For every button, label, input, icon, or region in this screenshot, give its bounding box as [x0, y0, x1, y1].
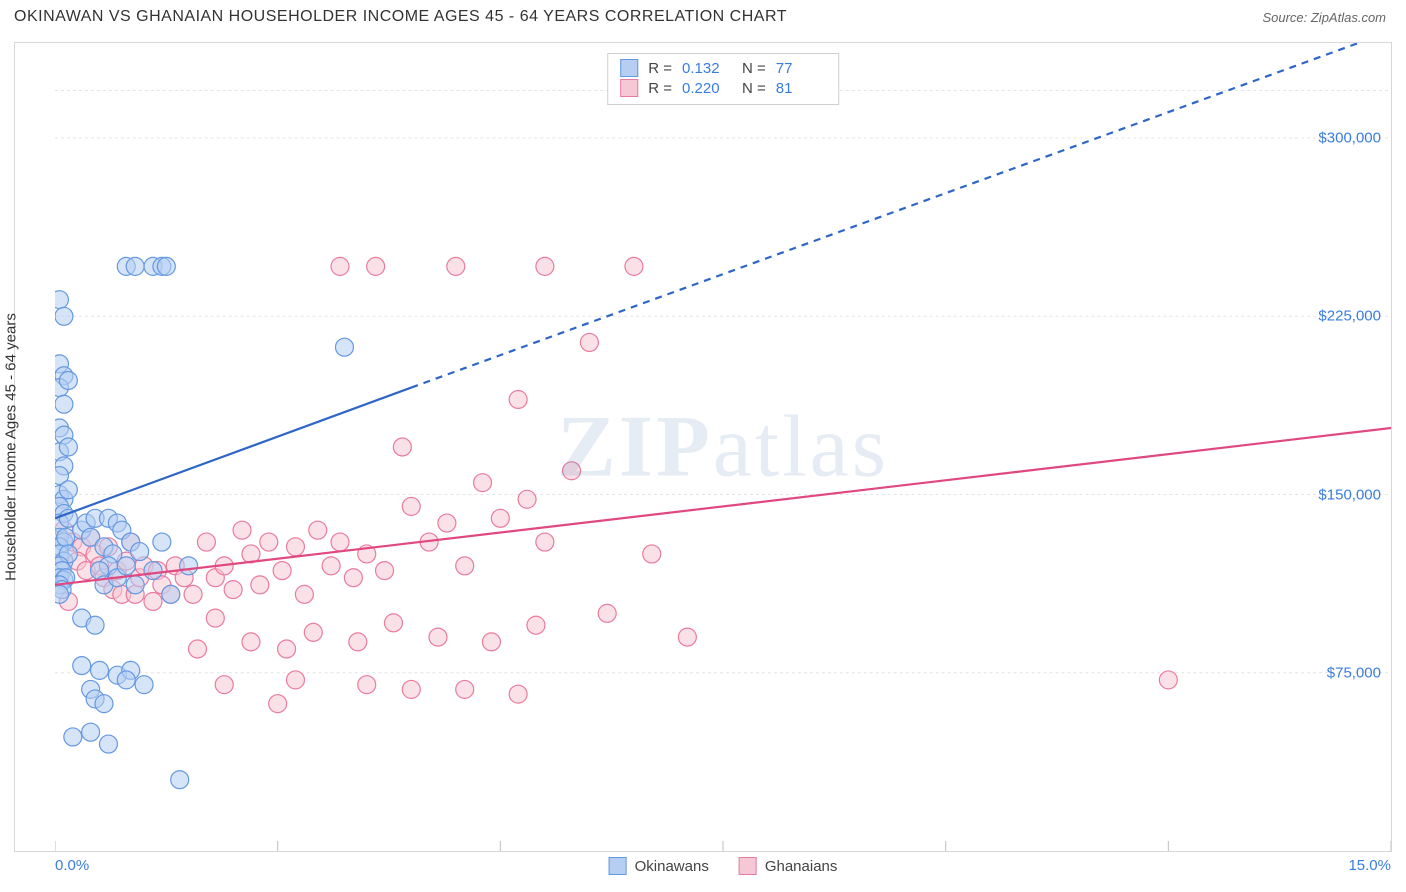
x-axis-max-label: 15.0%	[1348, 857, 1391, 874]
n-value-ghanaians: 81	[776, 80, 826, 97]
y-axis-label: Householder Income Ages 45 - 64 years	[3, 313, 20, 581]
plot-container: Householder Income Ages 45 - 64 years ZI…	[14, 42, 1392, 852]
legend-row-ghanaians: R = 0.220 N = 81	[620, 78, 826, 98]
legend-label-okinawans: Okinawans	[635, 858, 709, 875]
legend-item-ghanaians: Ghanaians	[739, 857, 838, 875]
y-tick-label: $225,000	[1318, 308, 1381, 325]
plot-area: ZIPatlas $75,000$150,000$225,000$300,000…	[55, 43, 1391, 851]
legend-label-ghanaians: Ghanaians	[765, 858, 838, 875]
legend-swatch-ghanaians	[739, 857, 757, 875]
source-label: Source: ZipAtlas.com	[1262, 10, 1386, 25]
legend-row-okinawans: R = 0.132 N = 77	[620, 58, 826, 78]
r-value-okinawans: 0.132	[682, 60, 732, 77]
y-tick-label: $75,000	[1327, 664, 1381, 681]
swatch-ghanaians	[620, 79, 638, 97]
x-axis-min-label: 0.0%	[55, 857, 89, 874]
y-tick-label: $150,000	[1318, 486, 1381, 503]
correlation-legend: R = 0.132 N = 77 R = 0.220 N = 81	[607, 53, 839, 105]
r-value-ghanaians: 0.220	[682, 80, 732, 97]
scatter-chart	[55, 43, 1391, 851]
series-legend: Okinawans Ghanaians	[609, 857, 838, 875]
chart-title: OKINAWAN VS GHANAIAN HOUSEHOLDER INCOME …	[14, 8, 787, 26]
y-tick-label: $300,000	[1318, 130, 1381, 147]
n-value-okinawans: 77	[776, 60, 826, 77]
legend-item-okinawans: Okinawans	[609, 857, 709, 875]
swatch-okinawans	[620, 59, 638, 77]
legend-swatch-okinawans	[609, 857, 627, 875]
